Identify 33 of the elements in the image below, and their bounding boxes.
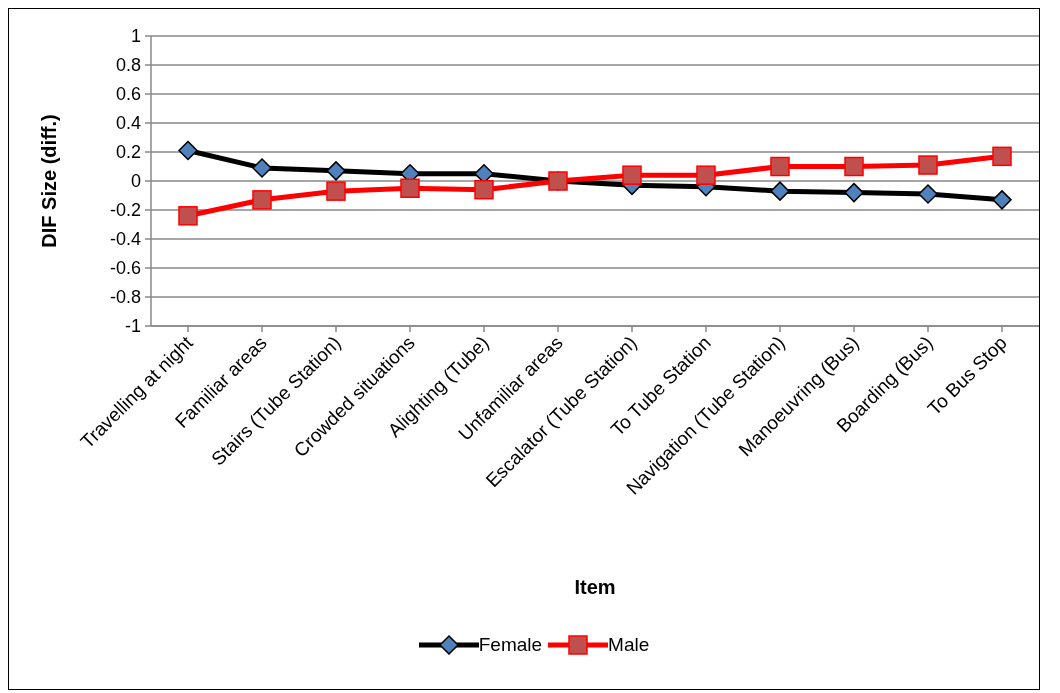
point [326, 181, 346, 201]
y-tick-label: 0 [130, 171, 141, 192]
point [918, 184, 938, 204]
y-tick-label: -1 [124, 316, 141, 337]
y-tick-label: -0.4 [109, 229, 141, 250]
point [326, 161, 346, 181]
y-tick-label: 1 [130, 26, 141, 47]
y-tick-label: 0.2 [115, 142, 141, 163]
point [770, 181, 790, 201]
point [252, 190, 272, 210]
point [770, 156, 790, 177]
y-tick-label: -0.8 [109, 287, 141, 308]
point [474, 179, 494, 200]
point [844, 182, 864, 203]
point [178, 140, 198, 161]
y-tick-label: 0.6 [115, 84, 141, 105]
point [400, 178, 420, 198]
legend-label: Female [478, 634, 543, 656]
point [252, 158, 272, 178]
y-tick-label: -0.6 [109, 258, 141, 279]
y-axis-title: DIF Size (diff.) [38, 114, 61, 248]
x-axis-title: Item [574, 576, 616, 598]
y-tick-label: -0.2 [109, 200, 141, 221]
point [992, 146, 1012, 167]
y-tick-label: 0.8 [115, 55, 141, 76]
point [178, 206, 198, 226]
point [918, 155, 938, 175]
point [992, 190, 1012, 210]
point [622, 165, 642, 185]
legend-label: Male [608, 634, 650, 656]
point [844, 156, 864, 177]
y-tick-label: 0.4 [115, 113, 141, 134]
point [696, 165, 716, 185]
